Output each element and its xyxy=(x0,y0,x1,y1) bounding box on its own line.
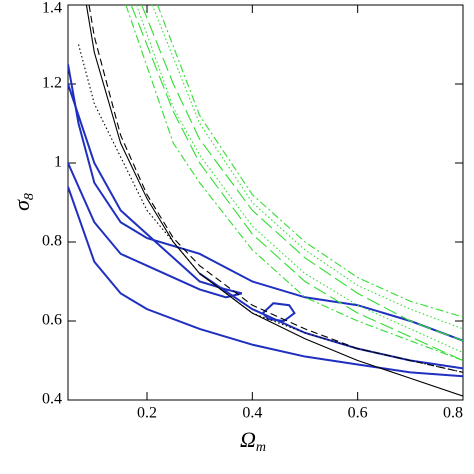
curve xyxy=(68,186,463,378)
x-label-subscript: m xyxy=(256,440,266,455)
y-tick-label: 1.2 xyxy=(42,75,62,92)
curve xyxy=(85,5,463,397)
curve xyxy=(141,5,463,342)
y-label-symbol: σ xyxy=(9,199,34,211)
x-tick-label: 0.2 xyxy=(137,405,157,422)
curve xyxy=(199,272,463,370)
curve xyxy=(130,5,463,362)
curve xyxy=(151,5,463,330)
curve xyxy=(68,83,243,299)
y-tick-label: 0.4 xyxy=(42,391,62,408)
x-tick-label: 0.8 xyxy=(443,405,463,422)
curve xyxy=(78,44,463,373)
x-label-symbol: Ω xyxy=(240,427,256,452)
y-tick-label: 1.4 xyxy=(42,0,62,17)
y-tick-label: 0.8 xyxy=(42,233,62,250)
y-axis-label: σ8 xyxy=(9,193,37,211)
x-axis-label: Ωm xyxy=(240,427,266,455)
curve xyxy=(135,5,463,354)
curve xyxy=(157,5,463,318)
x-tick-label: 0.4 xyxy=(242,405,262,422)
y-label-subscript: 8 xyxy=(22,193,37,200)
curve xyxy=(68,64,463,342)
curve xyxy=(125,5,463,362)
y-tick-label: 0.6 xyxy=(42,312,62,329)
y-tick-label: 1 xyxy=(54,154,62,171)
curve xyxy=(88,5,463,373)
x-tick-label: 0.6 xyxy=(348,405,368,422)
plot-frame xyxy=(67,4,464,401)
